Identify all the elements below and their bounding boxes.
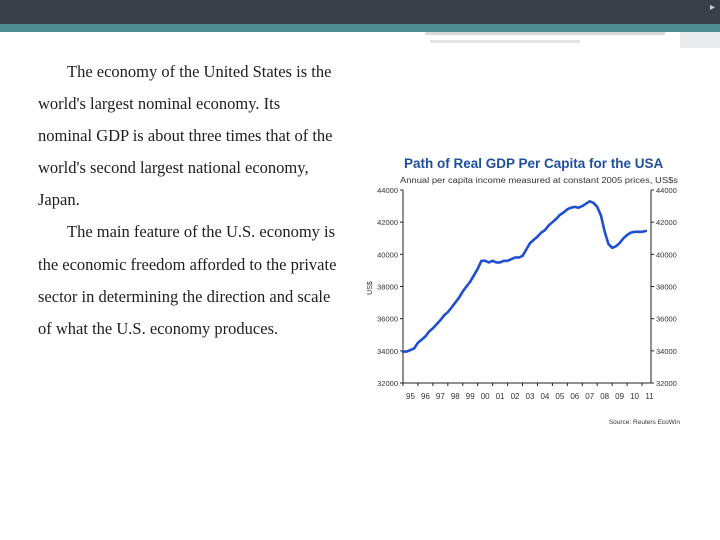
decorative-rule <box>425 32 665 35</box>
x-tick-label: 04 <box>540 392 549 401</box>
x-tick-label: 01 <box>496 392 505 401</box>
chart-source: Source: Reuters EcoWin <box>609 419 681 426</box>
gdp-series-line <box>401 199 648 353</box>
chart-series <box>401 199 648 353</box>
chart-title: Path of Real GDP Per Capita for the USA <box>404 156 664 171</box>
paragraph: The main feature of the U.S. economy is … <box>38 216 338 344</box>
y-tick-label-left: 34000 <box>377 347 398 356</box>
y-tick-label-right: 40000 <box>656 250 677 259</box>
y-tick-label-right: 44000 <box>656 186 677 195</box>
decorative-block <box>680 32 720 48</box>
y-tick-label-right: 36000 <box>656 315 677 324</box>
paragraph: The economy of the United States is the … <box>38 56 338 216</box>
x-tick-label: 00 <box>481 392 490 401</box>
y-tick-label-left: 38000 <box>377 283 398 292</box>
x-tick-label: 05 <box>555 392 564 401</box>
paragraph-text: The main feature of the U.S. economy is … <box>38 222 337 338</box>
y-tick-label-right: 32000 <box>656 379 677 388</box>
y-tick-label-right: 38000 <box>656 283 677 292</box>
x-tick-label: 10 <box>630 392 639 401</box>
y-tick-label-right: 42000 <box>656 218 677 227</box>
gdp-chart: Path of Real GDP Per Capita for the USA … <box>360 148 684 430</box>
x-tick-label: 07 <box>585 392 594 401</box>
x-tick-label: 95 <box>406 392 415 401</box>
x-tick-label: 96 <box>421 392 430 401</box>
decorative-rule <box>430 40 580 43</box>
chart-ticks: 32000 32000 34000 34000 36000 36000 38000 38000… <box>377 186 677 401</box>
x-tick-label: 11 <box>645 392 654 401</box>
chart-subtitle: Annual per capita income measured at con… <box>400 176 678 185</box>
x-tick-label: 99 <box>466 392 475 401</box>
y-tick-label-left: 44000 <box>377 186 398 195</box>
gdp-chart-svg: Path of Real GDP Per Capita for the USA … <box>367 156 681 426</box>
x-tick-label: 02 <box>511 392 520 401</box>
x-tick-label: 98 <box>451 392 460 401</box>
x-tick-label: 03 <box>526 392 535 401</box>
x-tick-label: 06 <box>570 392 579 401</box>
x-tick-label: 08 <box>600 392 609 401</box>
chart-axes <box>402 190 652 384</box>
y-tick-label-left: 40000 <box>377 250 398 259</box>
slide-top-accent-bar <box>0 24 720 32</box>
y-tick-label-right: 34000 <box>656 347 677 356</box>
paragraph-text: The economy of the United States is the … <box>38 62 333 210</box>
x-tick-label: 97 <box>436 392 445 401</box>
x-tick-label: 09 <box>615 392 624 401</box>
y-axis-label: US$ <box>367 281 374 295</box>
slide-top-bar <box>0 0 720 24</box>
corner-mark-icon: ▸ <box>710 2 716 13</box>
slide-body-text: The economy of the United States is the … <box>38 56 338 345</box>
y-tick-label-left: 42000 <box>377 218 398 227</box>
y-tick-label-left: 32000 <box>377 379 398 388</box>
y-tick-label-left: 36000 <box>377 315 398 324</box>
